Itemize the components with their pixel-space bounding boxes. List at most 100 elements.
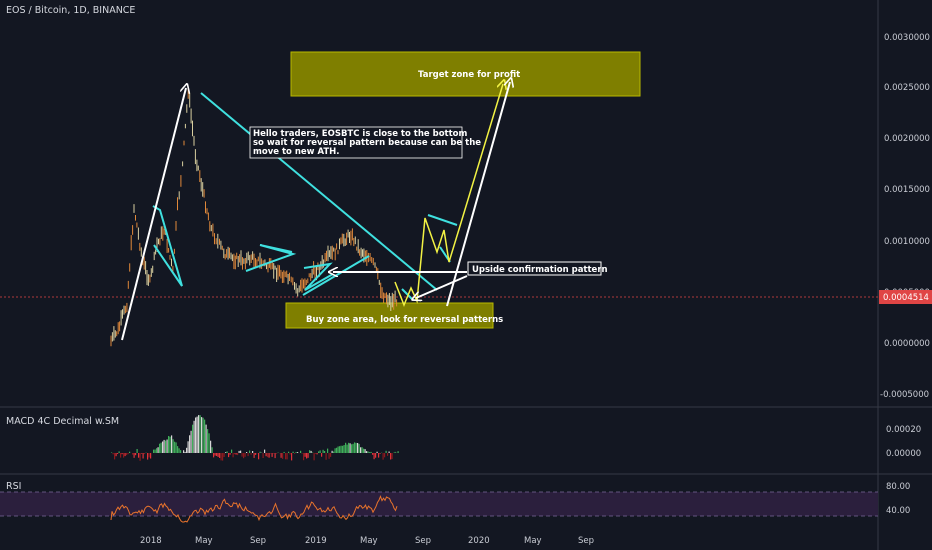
confirmation-label-box[interactable]: [467, 261, 602, 276]
macd-bar: [303, 453, 305, 461]
macd-bar: [382, 453, 384, 460]
channel-line[interactable]: [302, 255, 370, 296]
macd-bar: [232, 453, 234, 458]
macd-bar: [201, 417, 203, 453]
macd-bar: [132, 453, 134, 455]
macd-bar: [127, 453, 129, 455]
time-axis[interactable]: 2018 May Sep 2019 May Sep 2020 May Sep: [140, 536, 594, 546]
main-downtrend-line[interactable]: [200, 92, 438, 291]
macd-bar: [240, 450, 242, 453]
projection-path[interactable]: [394, 84, 503, 308]
macd-bar: [259, 451, 261, 453]
rsi-line: [110, 494, 398, 523]
macd-bar: [363, 448, 365, 453]
macd-bar: [168, 436, 170, 453]
macd-bar: [391, 453, 393, 460]
time-label: Sep: [250, 536, 266, 546]
macd-bar: [315, 453, 317, 454]
macd-bar: [171, 435, 173, 453]
macd-bar: [310, 450, 312, 453]
flag-pattern-3[interactable]: [303, 262, 334, 291]
macd-bar: [196, 416, 198, 453]
macd-bar: [268, 453, 270, 458]
target-zone[interactable]: [290, 51, 641, 97]
macd-bar: [118, 451, 120, 453]
macd-histogram: [111, 415, 399, 461]
macd-bar: [274, 453, 276, 459]
macd-bar: [369, 452, 371, 453]
macd-bar: [133, 453, 135, 458]
note-box[interactable]: [249, 126, 463, 159]
macd-bar: [184, 451, 186, 453]
projected-flag-top[interactable]: [427, 214, 458, 226]
note-line: Hello traders, EOSBTC is close to the bo…: [253, 129, 468, 139]
macd-bar: [226, 451, 228, 453]
macd-bar: [244, 453, 246, 457]
trendlines[interactable]: [152, 92, 458, 301]
macd-bar: [375, 453, 377, 458]
macd-bar: [121, 453, 123, 455]
macd-bar: [135, 453, 137, 456]
macd-bar: [352, 443, 354, 453]
macd-bar: [334, 448, 336, 453]
confirmation-label: Upside confirmation pattern: [472, 265, 608, 275]
macd-bar: [211, 447, 213, 453]
macd-bar: [195, 417, 197, 453]
macd-bar: [138, 453, 140, 458]
macd-bar: [321, 453, 323, 457]
macd-bar: [216, 453, 218, 456]
target-arrow[interactable]: [446, 82, 510, 307]
rsi-tick: 80.00: [886, 482, 910, 492]
current-price-label: 0.0004514: [883, 293, 929, 303]
macd-bar: [349, 443, 351, 453]
macd-bar: [159, 443, 161, 453]
macd-bar: [253, 453, 255, 458]
macd-bar: [337, 446, 339, 453]
macd-bar: [163, 439, 165, 453]
flag-pattern-2[interactable]: [245, 244, 297, 272]
macd-bar: [289, 453, 291, 455]
macd-bar: [252, 451, 254, 453]
macd-bar: [307, 453, 309, 458]
macd-bar: [148, 453, 150, 458]
macd-bar: [144, 453, 146, 455]
macd-bar: [166, 439, 168, 453]
macd-bar: [385, 450, 387, 453]
macd-bar: [376, 451, 378, 453]
macd-bar: [183, 450, 185, 453]
macd-bar: [262, 453, 264, 458]
macd-bar: [162, 441, 164, 453]
macd-bar: [243, 453, 245, 459]
buy-zone[interactable]: [285, 302, 494, 329]
chart-title: EOS / Bitcoin, 1D, BINANCE: [6, 5, 135, 16]
macd-bar: [271, 453, 273, 457]
macd-bar: [282, 453, 284, 459]
macd-bar: [187, 441, 189, 453]
price-tick: 0.0020000: [884, 134, 930, 144]
macd-bar: [292, 451, 294, 453]
macd-bar: [357, 443, 359, 453]
macd-bar: [345, 442, 347, 453]
price-axis[interactable]: 0.0030000 0.0025000 0.0020000 0.0015000 …: [880, 33, 930, 400]
price-tick: -0.0005000: [880, 390, 929, 400]
macd-bar: [222, 453, 224, 461]
rsi-tick: 40.00: [886, 506, 910, 516]
macd-bar: [235, 453, 237, 455]
macd-bar: [123, 453, 125, 458]
buy-zone-label: Buy zone area, look for reversal pattern…: [306, 315, 503, 325]
macd-bar: [384, 453, 386, 458]
macd-bar: [339, 446, 341, 453]
macd-bar: [126, 453, 128, 456]
macd-bar: [223, 453, 225, 457]
macd-bar: [210, 440, 212, 453]
macd-bar: [342, 445, 344, 453]
macd-bar: [238, 450, 240, 453]
macd-bar: [354, 442, 356, 453]
macd-bar: [361, 447, 363, 453]
macd-bar: [205, 424, 207, 453]
rally-arrow[interactable]: [121, 88, 186, 341]
macd-bar: [178, 448, 180, 453]
time-label: May: [524, 536, 542, 546]
confirmation-arrow-down[interactable]: [416, 275, 468, 298]
macd-bar: [174, 441, 176, 453]
